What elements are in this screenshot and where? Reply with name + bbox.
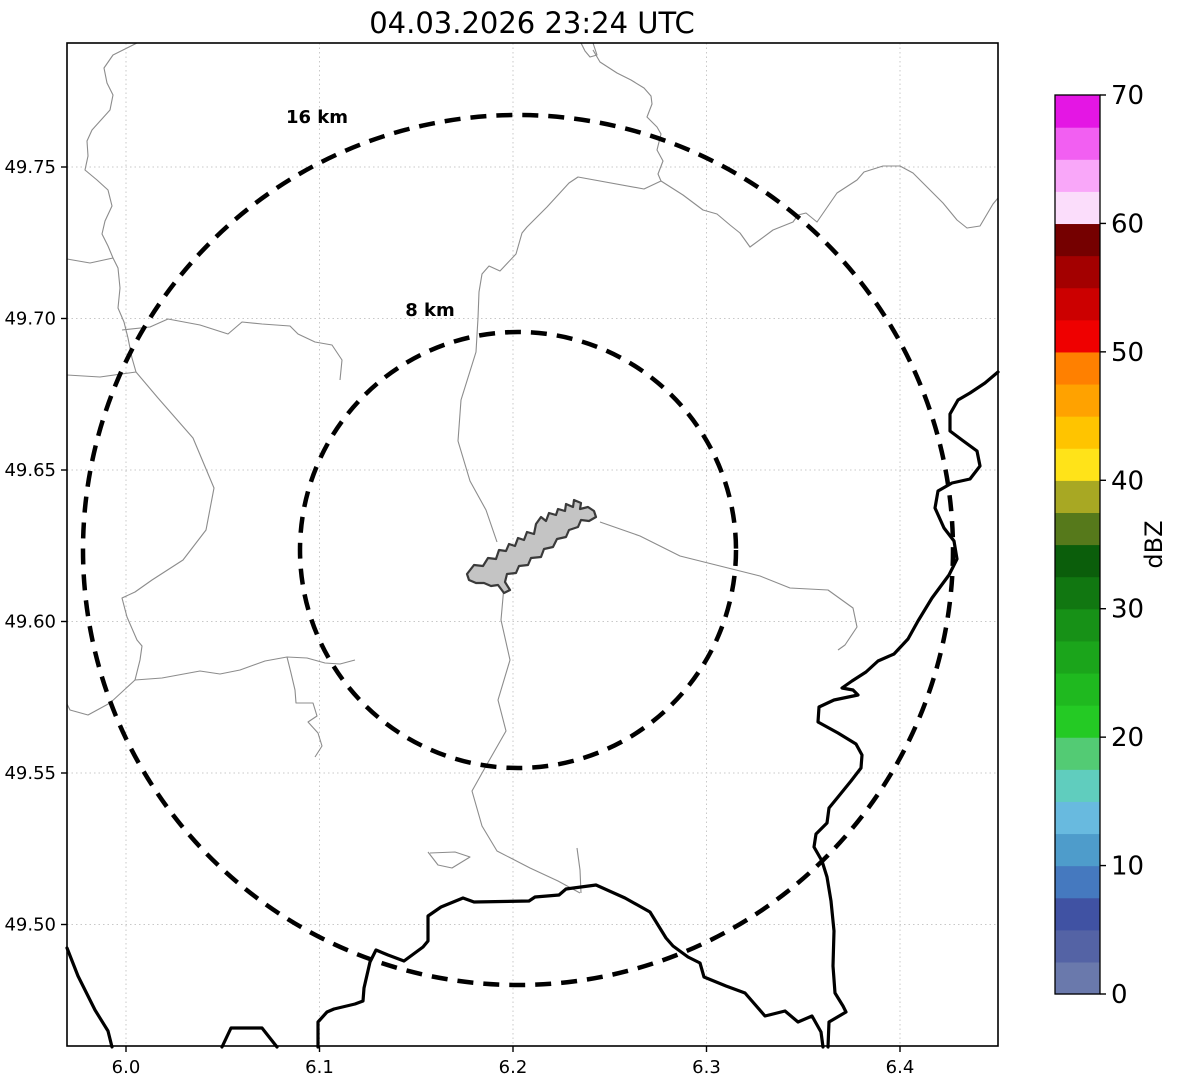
- admin-boundary: [599, 521, 858, 651]
- y-tick-label: 49.65: [4, 460, 56, 481]
- colorbar-segment: [1055, 833, 1100, 867]
- admin-boundary: [576, 847, 582, 894]
- y-axis: 49.75 49.70 49.65 49.60 49.55 49.50: [4, 157, 67, 936]
- colorbar: 0 10 20 30 40 50 60 70: [1054, 81, 1144, 1010]
- colorbar-segment: [1055, 672, 1100, 706]
- admin-boundary: [121, 318, 343, 381]
- colorbar-segment: [1055, 287, 1100, 321]
- range-rings: 16 km 8 km: [80, 107, 956, 988]
- colorbar-segment: [1055, 961, 1100, 995]
- admin-boundary: [580, 42, 598, 58]
- plot-title: 04.03.2026 23:24 UTC: [369, 6, 695, 40]
- colorbar-segment: [1055, 865, 1100, 899]
- colorbar-tick-label: 40: [1111, 466, 1144, 496]
- y-tick-label: 49.55: [4, 763, 56, 784]
- x-axis: 6.0 6.1 6.2 6.3 6.4: [112, 1046, 915, 1078]
- x-tick-label: 6.4: [886, 1057, 915, 1078]
- colorbar-tick-label: 10: [1111, 852, 1144, 882]
- x-tick-label: 6.1: [305, 1057, 334, 1078]
- plot-border: [66, 42, 999, 1047]
- colorbar-segment: [1055, 480, 1100, 513]
- colorbar-segment: [1055, 608, 1100, 642]
- colorbar-segment: [1055, 223, 1100, 257]
- country-border: [220, 1026, 279, 1049]
- colorbar-segment: [1055, 801, 1100, 835]
- colorbar-segment: [1055, 319, 1100, 353]
- range-ring: [80, 112, 956, 988]
- admin-boundary: [134, 656, 356, 681]
- admin-boundary: [660, 165, 999, 248]
- admin-boundary-lines: [66, 42, 999, 894]
- range-ring: [297, 329, 739, 771]
- x-tick-label: 6.0: [112, 1057, 141, 1078]
- city-boundary-shape: [465, 498, 598, 595]
- colorbar-segment: [1055, 737, 1100, 770]
- country-border: [65, 946, 114, 1049]
- x-tick-label: 6.2: [499, 1057, 528, 1078]
- country-border-lines: [65, 370, 1000, 1049]
- colorbar-segment: [1055, 640, 1100, 674]
- colorbar-segment: [1055, 416, 1100, 449]
- colorbar-segment: [1055, 929, 1100, 963]
- grid-lines: [67, 43, 998, 1046]
- plot-frame: [66, 42, 999, 1047]
- colorbar-segment: [1055, 351, 1100, 385]
- admin-boundary: [66, 42, 215, 716]
- colorbar-segment: [1055, 255, 1100, 289]
- x-tick-label: 6.3: [692, 1057, 721, 1078]
- y-tick-label: 49.60: [4, 612, 56, 633]
- colorbar-segment: [1055, 705, 1100, 738]
- admin-boundary: [471, 585, 581, 894]
- colorbar-tick-label: 70: [1111, 81, 1144, 111]
- y-tick-label: 49.50: [4, 915, 56, 936]
- colorbar-segment: [1055, 512, 1100, 546]
- y-tick-label: 49.75: [4, 157, 56, 178]
- colorbar-unit-label: dBZ: [1140, 520, 1168, 568]
- colorbar-tick-label: 20: [1111, 723, 1144, 753]
- range-ring-label: 16 km: [286, 107, 348, 128]
- admin-boundary: [66, 371, 137, 378]
- colorbar-tick-label: 0: [1111, 980, 1128, 1010]
- colorbar-tick-label: 60: [1111, 209, 1144, 239]
- colorbar-outline: [1054, 94, 1101, 995]
- colorbar-segment: [1055, 576, 1100, 610]
- colorbar-tick-label: 50: [1111, 338, 1144, 368]
- range-ring-label: 8 km: [405, 300, 455, 321]
- colorbar-segment: [1055, 769, 1100, 802]
- y-tick-label: 49.70: [4, 309, 56, 330]
- admin-boundary: [427, 851, 471, 869]
- country-border: [316, 883, 825, 1049]
- colorbar-segment: [1055, 897, 1100, 931]
- admin-boundary: [286, 656, 323, 758]
- city-polygon: [465, 498, 598, 595]
- colorbar-segment: [1055, 191, 1100, 225]
- admin-boundary: [457, 49, 664, 543]
- colorbar-segment: [1055, 383, 1100, 417]
- colorbar-segment: [1055, 95, 1100, 128]
- colorbar-segment: [1055, 448, 1100, 481]
- colorbar-segment: [1055, 544, 1100, 578]
- country-border: [812, 370, 1000, 1049]
- colorbar-tick-label: 30: [1111, 595, 1144, 625]
- colorbar-segment: [1055, 127, 1100, 160]
- admin-boundary: [66, 257, 114, 264]
- colorbar-segment: [1055, 159, 1100, 192]
